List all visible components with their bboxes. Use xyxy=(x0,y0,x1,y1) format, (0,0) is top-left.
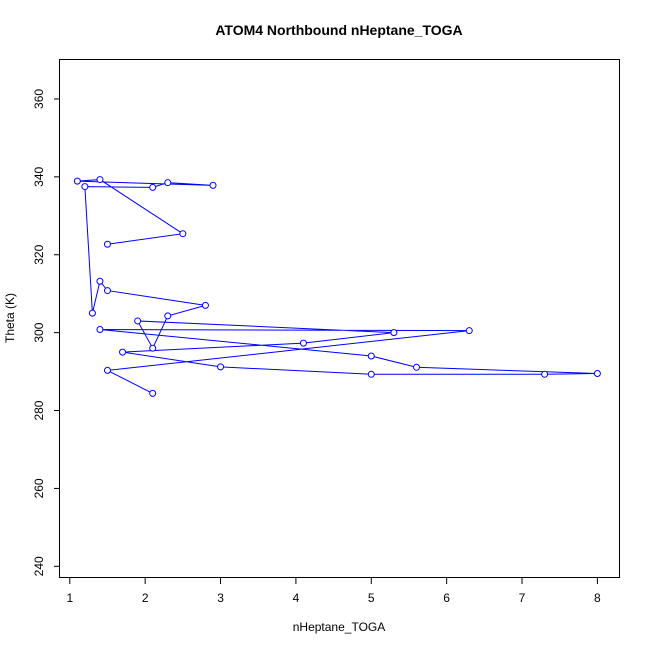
y-tick-label: 320 xyxy=(32,244,46,264)
data-point xyxy=(367,352,375,360)
x-tick-label: 8 xyxy=(594,591,601,605)
data-point xyxy=(367,370,375,378)
x-tick-label: 4 xyxy=(293,591,300,605)
chart-title: ATOM4 Northbound nHeptane_TOGA xyxy=(215,22,462,38)
x-tick-label: 3 xyxy=(217,591,224,605)
plot-area xyxy=(73,176,601,397)
y-tick-label: 300 xyxy=(32,322,46,342)
data-point xyxy=(88,309,96,317)
data-point xyxy=(209,181,217,189)
data-point xyxy=(96,326,104,334)
data-point xyxy=(201,301,209,309)
data-point xyxy=(299,339,307,347)
data-point xyxy=(73,177,81,185)
data-point xyxy=(465,327,473,335)
data-point xyxy=(541,370,549,378)
data-point xyxy=(103,240,111,248)
data-point xyxy=(390,329,398,337)
data-point xyxy=(103,287,111,295)
x-tick-label: 1 xyxy=(66,591,73,605)
data-point xyxy=(149,344,157,352)
y-axis: 240 260 280 300 320 340 360 xyxy=(32,89,60,576)
data-point xyxy=(134,317,142,325)
data-point xyxy=(217,363,225,371)
data-point xyxy=(149,183,157,191)
data-point xyxy=(119,348,127,356)
x-tick-label: 2 xyxy=(142,591,149,605)
data-point xyxy=(96,176,104,184)
x-axis: 1 2 3 4 5 6 7 8 xyxy=(66,578,601,605)
data-point xyxy=(81,183,89,191)
x-tick-label: 7 xyxy=(519,591,526,605)
x-axis-label: nHeptane_TOGA xyxy=(293,620,386,634)
x-tick-label: 6 xyxy=(443,591,450,605)
y-tick-label: 240 xyxy=(32,556,46,576)
y-tick-label: 280 xyxy=(32,400,46,420)
data-point xyxy=(103,366,111,374)
data-point xyxy=(96,277,104,285)
y-tick-label: 360 xyxy=(32,89,46,109)
data-point xyxy=(413,363,421,371)
y-tick-label: 260 xyxy=(32,478,46,498)
x-tick-label: 5 xyxy=(368,591,375,605)
data-point xyxy=(164,179,172,187)
plot-frame xyxy=(59,59,620,578)
y-axis-label: Theta (K) xyxy=(3,293,17,343)
y-tick-label: 340 xyxy=(32,167,46,187)
series-line xyxy=(77,179,598,394)
data-point xyxy=(164,312,172,320)
data-point xyxy=(179,230,187,238)
data-point xyxy=(593,370,601,378)
data-point xyxy=(149,389,157,397)
